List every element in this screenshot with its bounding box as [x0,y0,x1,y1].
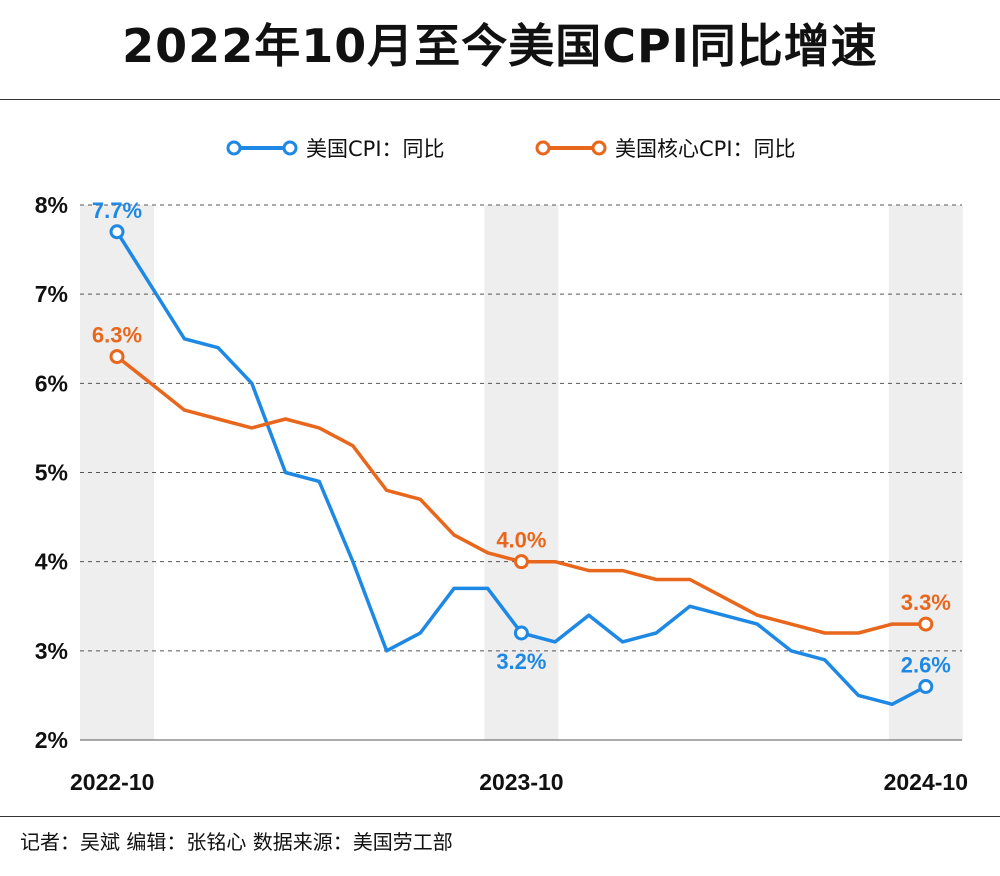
highlight-band [80,205,154,740]
data-point-core-cpi [109,349,125,365]
y-tick-label: 2% [35,727,68,753]
data-label-cpi: 7.7% [92,198,142,223]
data-label-cpi: 2.6% [901,653,951,678]
data-point-core-cpi [918,616,934,632]
x-axis-ticks: 2022-10 2023-10 2024-10 [70,769,968,795]
y-tick-label: 6% [35,370,68,396]
legend-item-cpi: 美国CPI：同比 [226,130,445,166]
data-label-core-cpi: 6.3% [92,323,142,348]
data-label-core-cpi: 3.3% [901,590,951,615]
data-point-core-cpi [513,554,529,570]
legend-label-core-cpi: 美国核心CPI：同比 [615,137,796,161]
x-tick-label: 2022-10 [70,769,154,795]
y-tick-label: 3% [35,638,68,664]
chart-title: 2022年10月至今美国CPI同比增速 [122,19,878,73]
y-tick-label: 8% [35,192,68,218]
title-divider [0,99,1000,100]
legend-label-cpi: 美国CPI：同比 [306,137,445,161]
legend: 美国CPI：同比 美国核心CPI：同比 [0,130,1000,166]
y-axis-ticks: 2% 3% 4% 5% 6% 7% 8% [35,192,68,753]
legend-core-cpi-line-icon [535,140,607,156]
legend-item-core-cpi: 美国核心CPI：同比 [535,130,796,166]
footer-divider [0,816,1000,817]
highlight-band [888,205,963,740]
y-tick-label: 7% [35,281,68,307]
y-tick-label: 4% [35,549,68,575]
x-tick-label: 2024-10 [884,769,968,795]
data-labels: 7.7% 3.2% 2.6% 6.3% 4.0% 3.3% [92,198,951,678]
x-tick-label: 2023-10 [479,769,563,795]
legend-cpi-line-icon [226,140,298,156]
y-tick-label: 5% [35,460,68,486]
data-label-core-cpi: 4.0% [496,528,546,553]
series-points [109,224,934,694]
data-point-cpi [109,224,125,240]
data-point-cpi [918,679,934,694]
data-point-cpi [513,625,529,641]
credits: 记者：吴斌 编辑：张铭心 数据来源：美国劳工部 [20,830,453,854]
data-label-cpi: 3.2% [496,649,546,674]
line-chart: 2% 3% 4% 5% 6% 7% 8% 2022-10 2023-10 2024-10 7.7… [35,192,968,795]
